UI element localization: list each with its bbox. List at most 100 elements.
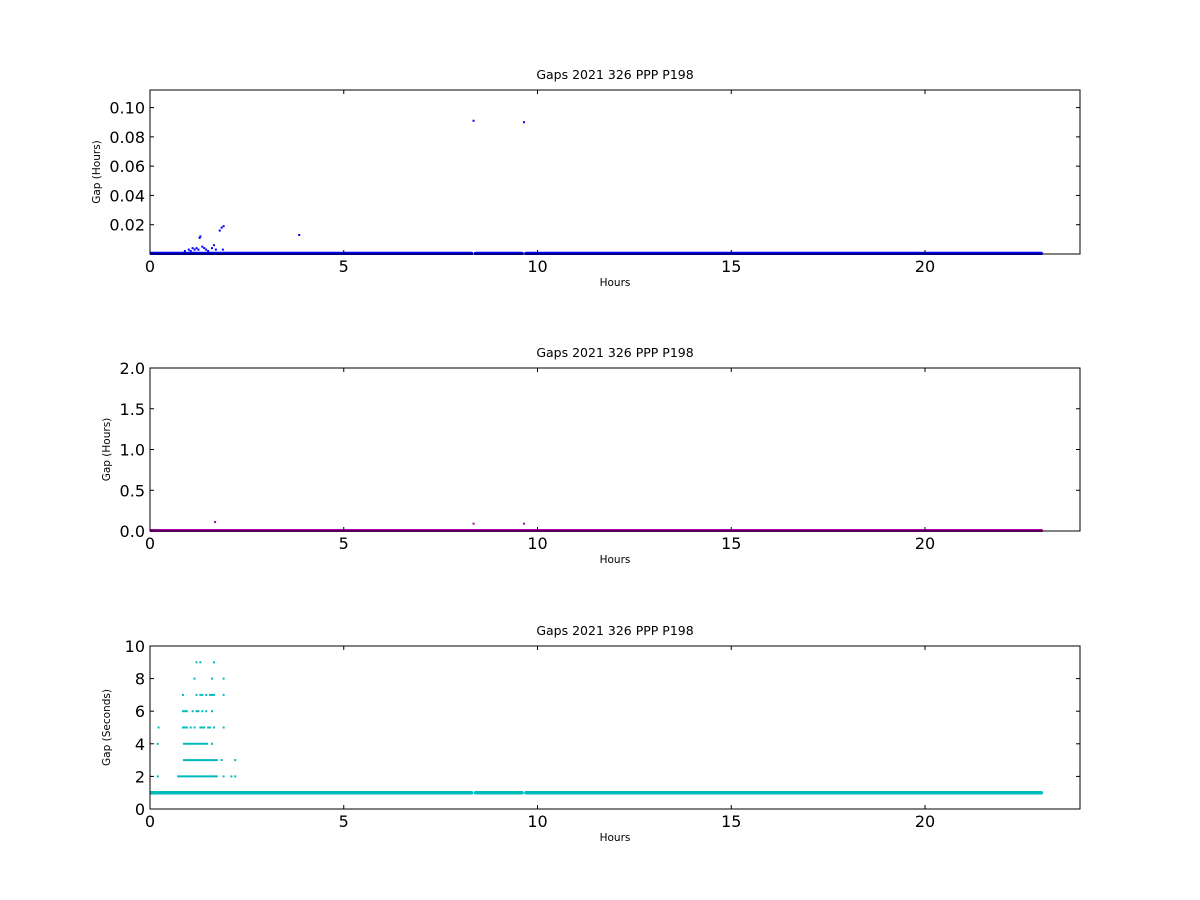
x-axis-label: Hours (600, 554, 631, 566)
chart-title: Gaps 2021 326 PPP P198 (536, 623, 693, 638)
y-tick-label: 2 (135, 767, 145, 786)
data-point (221, 248, 224, 251)
data-point (522, 121, 525, 124)
y-tick-label: 1.5 (120, 400, 145, 419)
y-tick-label: 0.10 (109, 99, 145, 118)
data-point (222, 677, 225, 680)
data-point (181, 726, 184, 729)
data-point (183, 726, 186, 729)
data-point (209, 693, 212, 696)
data-point (472, 522, 475, 525)
data-point (214, 521, 217, 524)
data-point (201, 245, 204, 248)
data-point (472, 119, 475, 122)
data-point (193, 726, 196, 729)
data-point (183, 710, 186, 713)
data-point (195, 710, 198, 713)
data-point (212, 726, 215, 729)
x-axis-label: Hours (600, 277, 631, 289)
x-tick-label: 15 (721, 812, 741, 831)
y-axis-label: Gap (Hours) (101, 418, 113, 482)
x-tick-label: 5 (339, 534, 349, 553)
data-point (197, 248, 200, 251)
data-point (201, 693, 204, 696)
data-point (195, 247, 198, 250)
data-point (211, 247, 213, 250)
chart-panel-2: Gaps 2021 326 PPP P198 0 5 10 15 20 0.0 0.5 1.0 1… (101, 345, 1081, 566)
data-point (185, 726, 188, 729)
x-tick-label: 20 (915, 534, 935, 553)
x-tick-label: 10 (527, 534, 547, 553)
axes-frame (149, 367, 1081, 532)
y-tick-label: 1.0 (120, 441, 145, 460)
data-point (230, 775, 233, 778)
data-point (187, 248, 190, 251)
data-point (183, 250, 186, 253)
data-point (203, 247, 206, 250)
data-point (195, 693, 198, 696)
data-point (234, 759, 237, 762)
data-point (220, 226, 223, 229)
data-point (193, 248, 196, 251)
y-tick-label: 0 (135, 800, 145, 819)
x-tick-label: 10 (527, 257, 547, 276)
data-point (201, 726, 204, 729)
data-point (201, 710, 204, 713)
x-tick-label: 0 (145, 812, 155, 831)
chart-panel-3: Gaps 2021 326 PPP P198 0 5 10 15 20 0 2 4 6 8 10 Hou… (101, 623, 1081, 844)
data-point (218, 229, 221, 232)
data-point (207, 250, 210, 253)
data-point (222, 225, 225, 228)
data-point (197, 710, 200, 713)
y-tick-label: 8 (135, 670, 145, 689)
data-point (220, 759, 223, 762)
x-axis-label: Hours (600, 832, 631, 844)
data-layer (150, 661, 1043, 795)
y-tick-label: 6 (135, 702, 145, 721)
data-point (211, 677, 213, 680)
x-tick-label: 0 (145, 257, 155, 276)
data-point (199, 693, 202, 696)
y-tick-label: 0.0 (120, 522, 145, 541)
data-point (193, 677, 196, 680)
y-axis-label: Gap (Hours) (91, 140, 103, 204)
data-point (211, 742, 213, 745)
data-point (199, 235, 202, 238)
data-point (212, 693, 215, 696)
data-point (522, 522, 525, 525)
data-point (212, 661, 215, 664)
data-point (234, 775, 237, 778)
x-tick-label: 5 (339, 257, 349, 276)
data-point (298, 233, 301, 236)
data-point (195, 661, 198, 664)
data-point (191, 710, 194, 713)
x-tick-label: 20 (915, 257, 935, 276)
data-layer (150, 521, 1043, 532)
data-layer (150, 119, 1043, 255)
data-point (181, 710, 184, 713)
y-axis-label: Gap (Seconds) (101, 689, 113, 766)
data-point (199, 661, 202, 664)
data-point (185, 710, 188, 713)
data-point (156, 742, 159, 745)
data-point (191, 247, 194, 250)
y-tick-label: 0.5 (120, 481, 145, 500)
data-point (207, 726, 210, 729)
x-tick-label: 15 (721, 534, 741, 553)
x-tick-label: 15 (721, 257, 741, 276)
data-point (212, 244, 215, 247)
data-point (203, 726, 206, 729)
y-tick-label: 0.02 (109, 216, 145, 235)
data-point (157, 726, 160, 729)
chart-title: Gaps 2021 326 PPP P198 (536, 345, 693, 360)
data-point (214, 248, 217, 251)
data-point (205, 710, 208, 713)
y-tick-label: 0.08 (109, 128, 145, 147)
y-tick-label: 0.04 (109, 186, 145, 205)
data-point (222, 693, 225, 696)
data-point (181, 693, 184, 696)
data-point (222, 775, 225, 778)
y-tick-label: 0.06 (109, 157, 145, 176)
chart-panel-1: Gaps 2021 326 PPP P198 0 5 10 15 20 0.02 0.04 0.… (91, 67, 1081, 289)
